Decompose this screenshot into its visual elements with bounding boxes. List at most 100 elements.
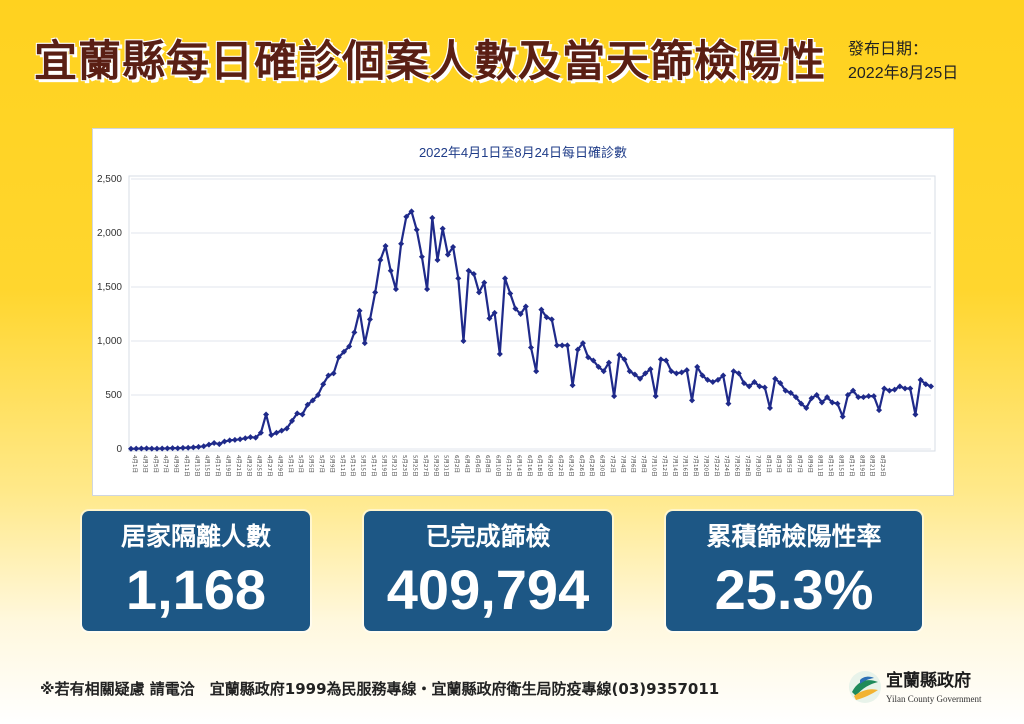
data-point [844, 392, 851, 398]
x-tick-label: 6月28日 [588, 455, 595, 476]
data-point [886, 387, 893, 394]
x-tick-label: 5月19日 [380, 455, 387, 477]
x-tick-label: 7月14日 [671, 455, 678, 477]
data-point [766, 404, 773, 411]
data-point [595, 363, 602, 370]
data-point [179, 444, 186, 451]
x-tick-label: 7月28日 [744, 455, 751, 477]
county-emblem-icon [849, 671, 881, 703]
data-point [392, 286, 399, 293]
x-tick-label: 6月8日 [484, 455, 491, 473]
data-point [813, 392, 820, 398]
stat-positive-rate: 累積篩檢陽性率 25.3% [666, 511, 922, 631]
data-point [200, 443, 207, 450]
x-tick-label: 4月25日 [256, 455, 263, 477]
data-point [237, 436, 244, 443]
data-point [876, 407, 883, 414]
data-point [834, 400, 841, 407]
data-point [128, 445, 134, 452]
data-point [174, 445, 181, 452]
data-point [829, 399, 836, 406]
data-point [138, 445, 145, 452]
stat-label: 已完成篩檢 [425, 522, 551, 551]
x-axis-ticks: 4月1日 4月3日 4月5日 4月7日 4月9日 4月11日 4月13日 4月15日 4月17日… [131, 455, 886, 477]
y-tick-label: 500 [105, 390, 122, 401]
stat-label: 居家隔離人數 [120, 522, 271, 551]
x-tick-label: 7月26日 [734, 455, 741, 477]
data-point [283, 425, 290, 432]
data-point [242, 435, 249, 442]
data-point [870, 393, 877, 400]
stat-home-isolation: 居家隔離人數 1,168 [82, 511, 310, 631]
data-point [257, 429, 264, 436]
x-tick-label: 5月27日 [422, 455, 429, 477]
x-tick-label: 4月7日 [162, 455, 169, 473]
data-point [735, 370, 742, 377]
x-tick-label: 5月21日 [391, 455, 398, 477]
stat-value: 25.3% [714, 558, 874, 621]
data-point [709, 379, 716, 386]
data-point [320, 381, 327, 388]
x-tick-label: 5月23日 [401, 455, 408, 477]
data-point [424, 286, 431, 293]
x-tick-label: 8月15日 [837, 455, 844, 477]
y-axis-ticks: 0 500 1,000 1,500 2,000 2,500 [97, 174, 122, 455]
x-tick-label: 6月14日 [515, 455, 522, 477]
x-tick-label: 5月7日 [318, 455, 325, 473]
x-tick-label: 6月24日 [567, 455, 574, 477]
data-point [663, 357, 670, 364]
x-tick-label: 6月26日 [578, 455, 585, 477]
data-point [455, 275, 462, 282]
x-tick-label: 4月21日 [235, 455, 242, 477]
data-point [502, 275, 509, 282]
data-point [746, 383, 753, 390]
data-point [751, 379, 758, 386]
x-tick-label: 6月22日 [557, 455, 564, 477]
data-point [621, 356, 628, 363]
data-point [642, 370, 649, 377]
x-tick-label: 8月11日 [817, 455, 824, 477]
data-point [553, 342, 560, 349]
data-point [496, 350, 503, 357]
data-point [382, 242, 389, 249]
data-point [616, 352, 623, 359]
x-tick-label: 4月3日 [141, 455, 148, 473]
x-tick-label: 4月19日 [225, 455, 232, 477]
publish-label: 發布日期： [848, 41, 929, 58]
data-point [668, 368, 675, 375]
stat-value: 409,794 [386, 558, 590, 621]
data-point [444, 251, 451, 258]
data-point [221, 438, 228, 445]
data-point [798, 400, 805, 407]
data-point [517, 311, 524, 317]
x-tick-label: 5月25日 [412, 455, 419, 477]
data-point [689, 397, 696, 404]
data-point [605, 359, 612, 366]
data-point [855, 394, 862, 401]
data-point [418, 253, 425, 260]
data-point [273, 429, 280, 436]
data-point [325, 372, 332, 379]
data-point [252, 434, 259, 441]
data-point [450, 244, 457, 251]
logo-name: 宜蘭縣政府 [886, 671, 971, 691]
data-point [538, 306, 545, 313]
data-point [361, 340, 368, 347]
contact-note: ※若有相關疑慮 請電洽 宜蘭縣政府1999為民服務專線・宜蘭縣政府衛生局防疫專線… [40, 680, 720, 698]
data-point [403, 213, 410, 220]
x-tick-label: 7月18日 [692, 455, 699, 477]
data-point [611, 393, 618, 400]
chart-panel: 2022年4月1日至8月24日每日確診數 0 500 1,000 1,500 2,000… [92, 128, 954, 496]
x-tick-label: 4月11日 [183, 455, 190, 477]
data-point [824, 394, 831, 401]
data-point [470, 271, 477, 278]
publish-date: 2022年8月25日 [848, 65, 959, 82]
data-point [205, 441, 212, 448]
data-point [289, 417, 296, 424]
data-point [782, 387, 789, 394]
data-point [579, 340, 586, 347]
data-point [143, 445, 150, 452]
data-point [850, 387, 857, 394]
data-point [839, 413, 846, 420]
data-point [673, 370, 680, 377]
